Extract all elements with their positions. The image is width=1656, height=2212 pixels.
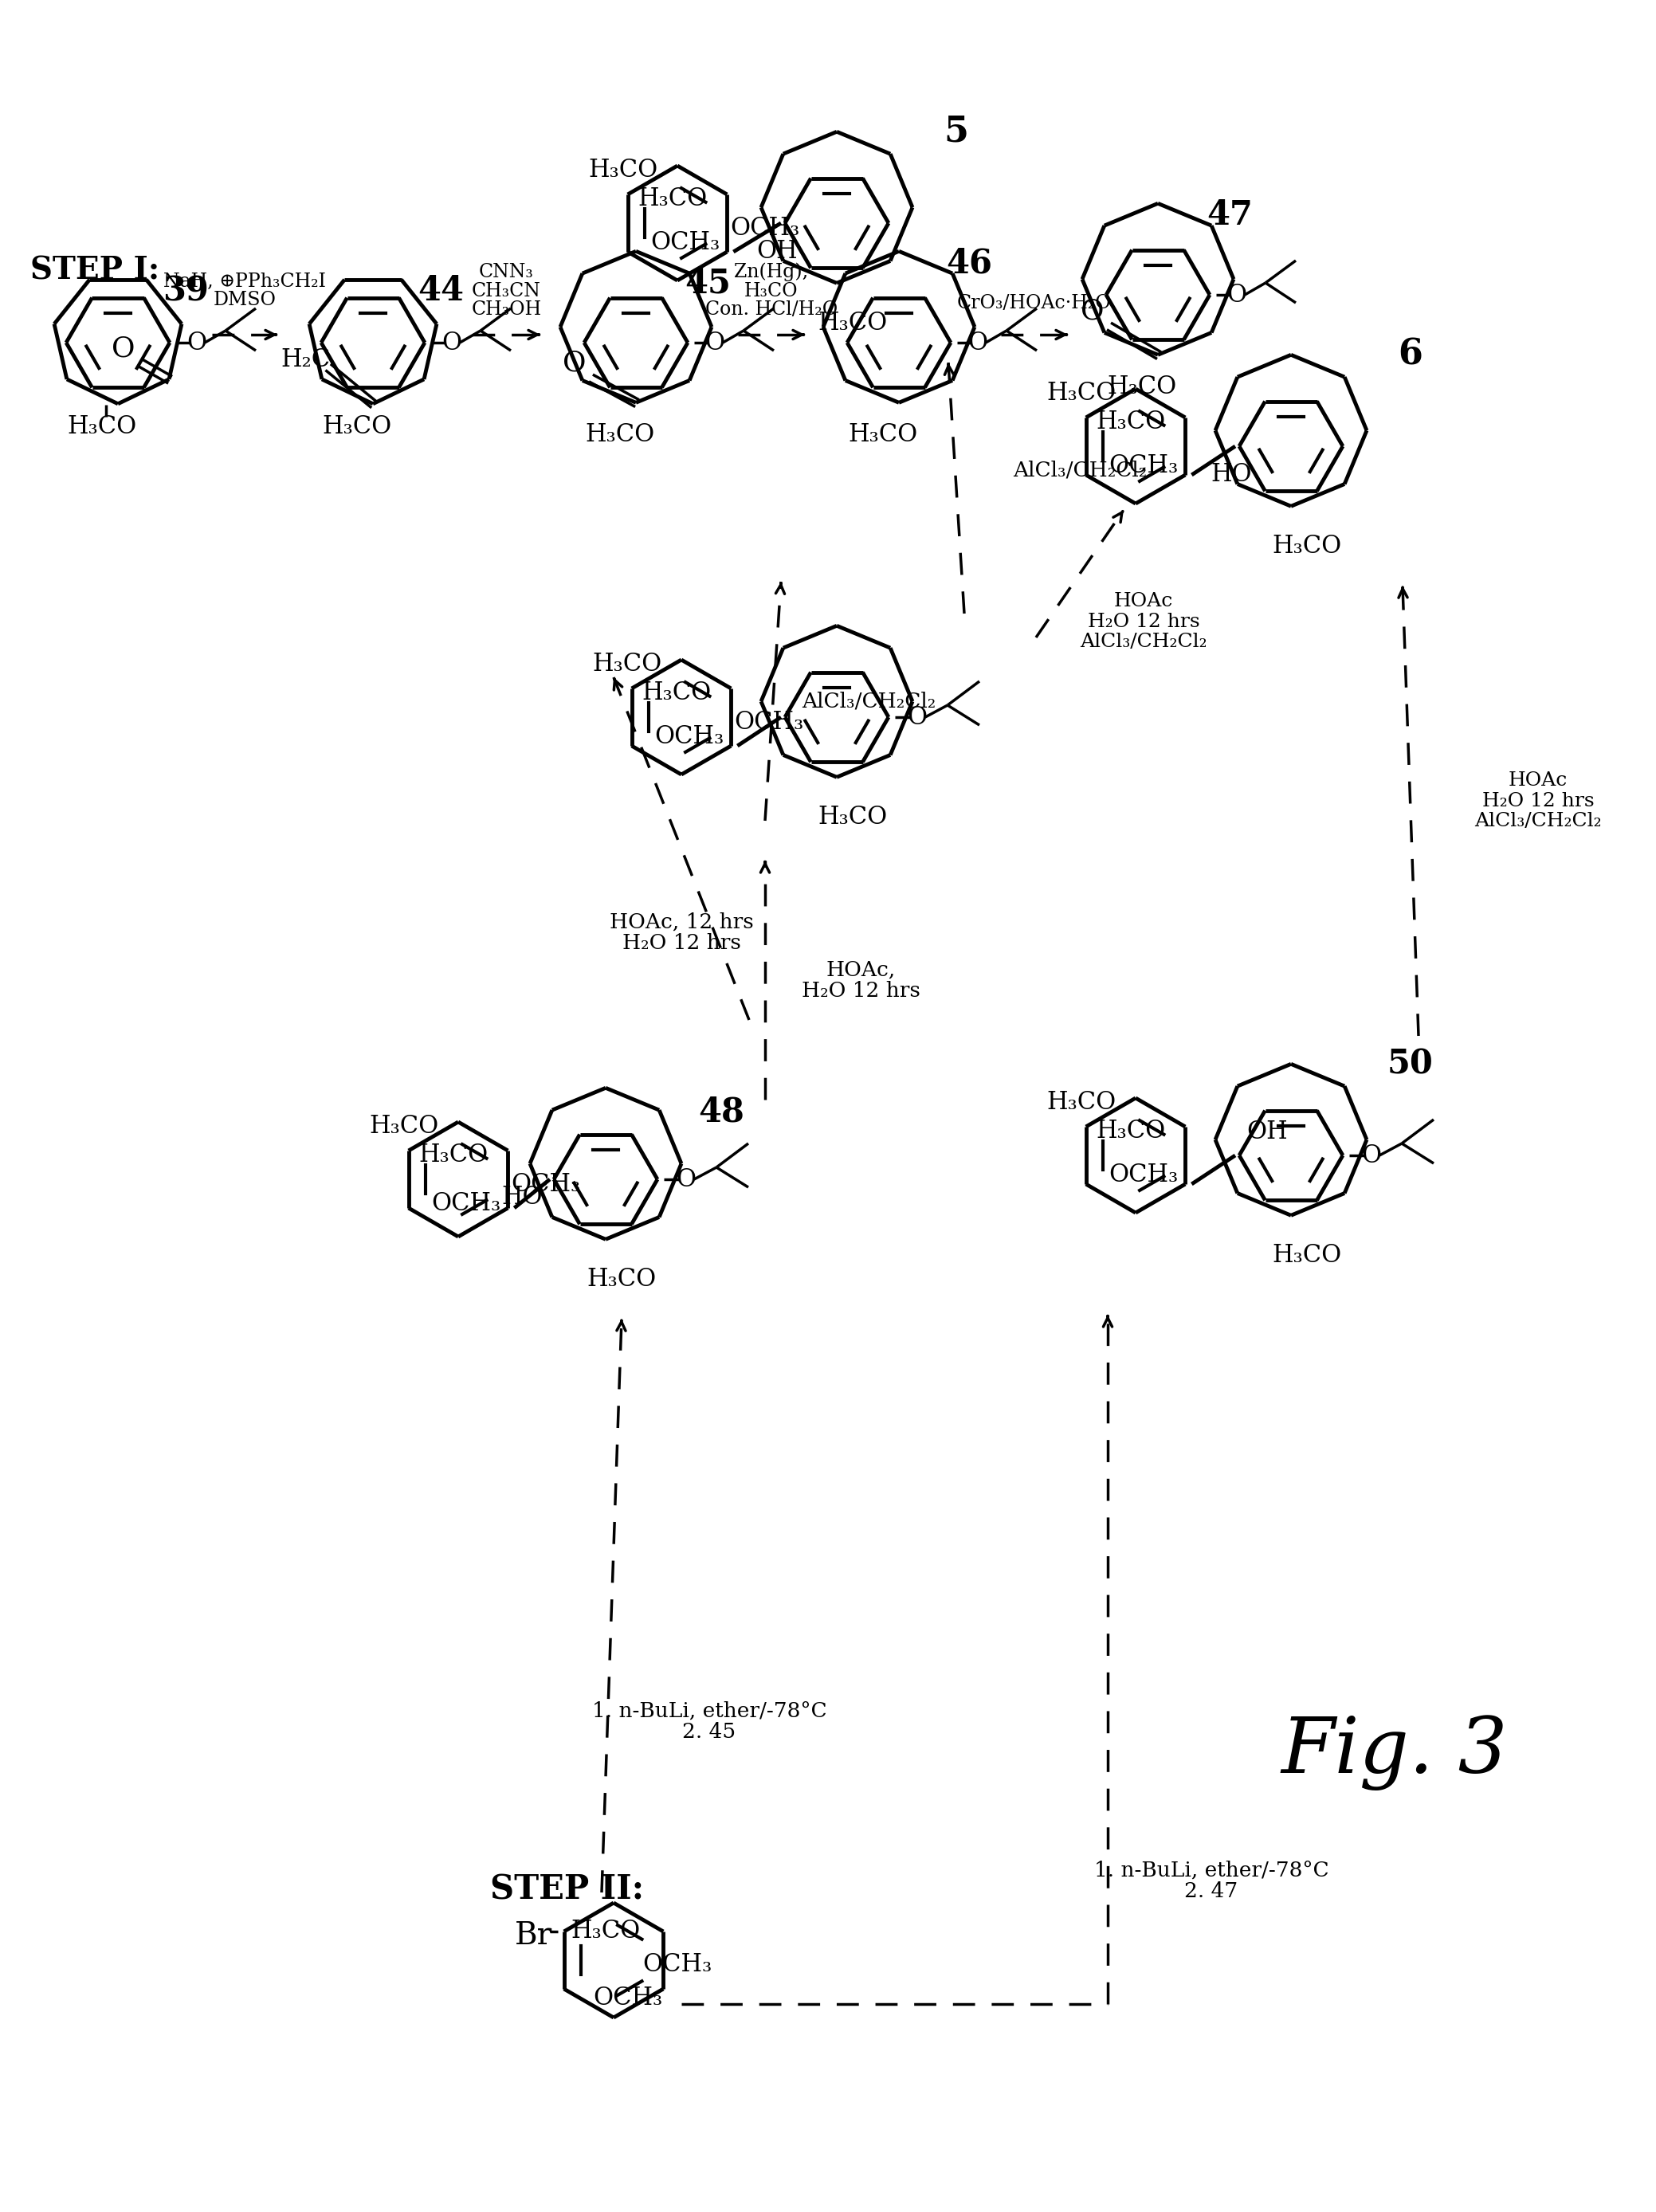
Text: H₃CO: H₃CO [1272,533,1341,557]
Text: OCH₃: OCH₃ [1110,1161,1179,1188]
Text: HOAc: HOAc [1114,593,1172,611]
Text: OCH₃: OCH₃ [1110,453,1179,478]
Text: 5: 5 [944,115,969,148]
Text: O: O [563,349,586,376]
Text: H₃CO: H₃CO [638,186,707,210]
Text: CNN₃: CNN₃ [479,263,533,281]
Text: 39: 39 [162,274,209,307]
Text: 6: 6 [1398,338,1423,372]
Text: OCH₃: OCH₃ [730,215,800,241]
Text: 45: 45 [684,265,730,299]
Text: 2. 47: 2. 47 [1184,1880,1239,1900]
Text: H₃CO: H₃CO [643,679,712,706]
Text: H₂O 12 hrs: H₂O 12 hrs [1482,792,1595,810]
Text: O: O [187,330,207,354]
Text: 46: 46 [946,246,992,279]
Text: OCH₃: OCH₃ [593,1986,662,2011]
Text: OH: OH [1247,1119,1288,1144]
Text: OCH₃: OCH₃ [432,1190,502,1217]
Text: AlCl₃/CH₂Cl₂: AlCl₃/CH₂Cl₂ [1080,633,1207,650]
Text: O: O [1081,296,1105,325]
Text: H₂O 12 hrs: H₂O 12 hrs [802,980,921,1000]
Text: H₂C: H₂C [280,347,330,372]
Text: AlCl₃/CH₂Cl₂: AlCl₃/CH₂Cl₂ [802,692,936,712]
Text: DMSO: DMSO [214,292,277,310]
Text: H₃CO: H₃CO [1096,1119,1166,1144]
Text: Con. HCl/H₂O: Con. HCl/H₂O [705,301,838,319]
Text: O: O [1361,1144,1381,1168]
Text: HOAc,: HOAc, [826,960,896,980]
Text: HO: HO [1211,462,1252,487]
Text: H₃CO: H₃CO [1047,380,1116,405]
Text: Fig. 3: Fig. 3 [1282,1714,1509,1792]
Text: Zn(Hg),: Zn(Hg), [734,263,808,281]
Text: H₃CO: H₃CO [818,805,888,830]
Text: 2. 45: 2. 45 [682,1721,735,1741]
Text: H₃CO: H₃CO [68,414,137,438]
Text: 47: 47 [1207,199,1252,232]
Text: 48: 48 [699,1095,744,1128]
Text: H₃CO: H₃CO [586,1267,656,1292]
Text: H₃CO: H₃CO [818,310,888,334]
Text: AlCl₃/CH₂Cl₂: AlCl₃/CH₂Cl₂ [1013,460,1148,480]
Text: H₃CO: H₃CO [1108,374,1177,398]
Text: O: O [442,330,462,354]
Text: Br: Br [515,1920,553,1951]
Text: H₃CO: H₃CO [745,281,798,301]
Text: H₃CO: H₃CO [593,650,662,677]
Text: HOAc: HOAc [1509,772,1568,790]
Text: H₃CO: H₃CO [585,422,654,447]
Text: 44: 44 [417,274,464,307]
Text: CH₃OH: CH₃OH [472,301,542,319]
Text: O: O [967,330,989,354]
Text: O: O [676,1168,696,1192]
Text: OCH₃: OCH₃ [651,230,720,254]
Text: H₃CO: H₃CO [1047,1091,1116,1115]
Text: O: O [113,336,136,363]
Text: OH: OH [757,239,798,263]
Text: H₂O 12 hrs: H₂O 12 hrs [623,933,740,953]
Text: H₃CO: H₃CO [1096,409,1166,434]
Text: HO: HO [502,1183,543,1210]
Text: CrO₃/HOAc·H₂O: CrO₃/HOAc·H₂O [957,294,1111,312]
Text: 50: 50 [1388,1046,1434,1079]
Text: O: O [1227,283,1247,307]
Text: H₃CO: H₃CO [571,1918,641,1942]
Text: O: O [907,706,927,730]
Text: CH₃CN: CH₃CN [472,281,542,301]
Text: OCH₃: OCH₃ [512,1172,581,1197]
Text: STEP I:: STEP I: [30,257,159,285]
Text: H₃CO: H₃CO [369,1113,439,1139]
Text: H₃CO: H₃CO [419,1141,489,1168]
Text: NaH, ⊕PPh₃CH₂I: NaH, ⊕PPh₃CH₂I [164,272,326,290]
Text: H₂O 12 hrs: H₂O 12 hrs [1088,613,1199,630]
Text: H₃CO: H₃CO [1272,1243,1341,1267]
Text: 1. n-BuLi, ether/-78°C: 1. n-BuLi, ether/-78°C [1095,1860,1328,1880]
Text: H₃CO: H₃CO [323,414,392,438]
Text: OCH₃: OCH₃ [735,710,805,734]
Text: H₃CO: H₃CO [848,422,917,447]
Text: O: O [705,330,725,354]
Text: HOAc, 12 hrs: HOAc, 12 hrs [609,911,753,931]
Text: OCH₃: OCH₃ [654,723,724,748]
Text: STEP II:: STEP II: [490,1874,644,1907]
Text: 1. n-BuLi, ether/-78°C: 1. n-BuLi, ether/-78°C [591,1701,826,1721]
Text: H₃CO: H₃CO [588,157,657,181]
Text: AlCl₃/CH₂Cl₂: AlCl₃/CH₂Cl₂ [1474,812,1601,830]
Text: OCH₃: OCH₃ [643,1953,712,1978]
